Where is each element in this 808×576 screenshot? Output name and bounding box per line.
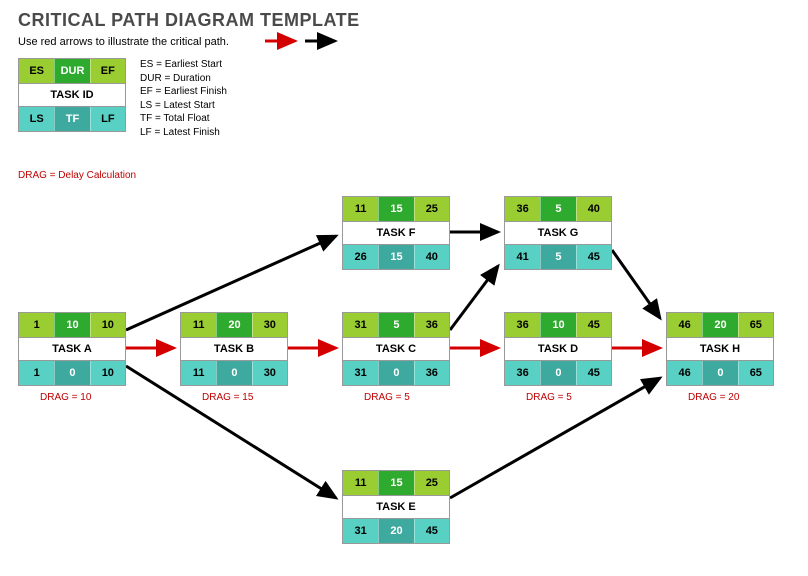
lf-cell: 65 <box>738 361 773 385</box>
tf-cell: 20 <box>378 519 413 543</box>
legend: ES DUR EF TASK ID LS TF LF ES = Earliest… <box>18 58 227 139</box>
dur-cell: 20 <box>702 313 737 337</box>
es-cell: 11 <box>343 197 378 221</box>
drag-definition: DRAG = Delay Calculation <box>18 170 136 181</box>
ef-cell: 10 <box>90 313 125 337</box>
es-cell: 46 <box>667 313 702 337</box>
task-card-b[interactable]: 112030TASK B11030 <box>180 312 288 386</box>
lf-cell: 30 <box>252 361 287 385</box>
task-id: TASK F <box>343 221 449 245</box>
def-dur: DUR = Duration <box>140 72 227 86</box>
ls-cell: 1 <box>19 361 54 385</box>
drag-label-a: DRAG = 10 <box>40 392 91 403</box>
ef-cell: 30 <box>252 313 287 337</box>
es-cell: 36 <box>505 313 540 337</box>
es-cell: 11 <box>343 471 378 495</box>
ls-cell: 11 <box>181 361 216 385</box>
lf-cell: 45 <box>576 245 611 269</box>
lf-cell: 40 <box>414 245 449 269</box>
task-id: TASK C <box>343 337 449 361</box>
def-ls: LS = Latest Start <box>140 99 227 113</box>
def-es: ES = Earliest Start <box>140 58 227 72</box>
task-id: TASK H <box>667 337 773 361</box>
task-id: TASK G <box>505 221 611 245</box>
ef-cell: 25 <box>414 197 449 221</box>
ls-cell: 46 <box>667 361 702 385</box>
legend-es: ES <box>19 59 54 83</box>
task-card-g[interactable]: 36540TASK G41545 <box>504 196 612 270</box>
dur-cell: 10 <box>54 313 89 337</box>
legend-lf: LF <box>90 107 125 131</box>
lf-cell: 10 <box>90 361 125 385</box>
task-card-a[interactable]: 11010TASK A1010 <box>18 312 126 386</box>
es-cell: 31 <box>343 313 378 337</box>
drag-label-c: DRAG = 5 <box>364 392 410 403</box>
task-card-h[interactable]: 462065TASK H46065 <box>666 312 774 386</box>
ls-cell: 36 <box>505 361 540 385</box>
es-cell: 1 <box>19 313 54 337</box>
ls-cell: 26 <box>343 245 378 269</box>
task-card-c[interactable]: 31536TASK C31036 <box>342 312 450 386</box>
legend-taskid: TASK ID <box>19 83 125 107</box>
dur-cell: 20 <box>216 313 251 337</box>
task-id: TASK E <box>343 495 449 519</box>
dur-cell: 5 <box>540 197 575 221</box>
subtitle-text: Use red arrows to illustrate the critica… <box>18 36 229 48</box>
ef-cell: 25 <box>414 471 449 495</box>
arrow-C-G <box>450 266 498 330</box>
tf-cell: 0 <box>540 361 575 385</box>
lf-cell: 36 <box>414 361 449 385</box>
page-title: CRITICAL PATH DIAGRAM TEMPLATE <box>18 10 360 31</box>
ef-cell: 36 <box>414 313 449 337</box>
lf-cell: 45 <box>414 519 449 543</box>
tf-cell: 0 <box>216 361 251 385</box>
legend-task-card: ES DUR EF TASK ID LS TF LF <box>18 58 126 132</box>
dur-cell: 15 <box>378 471 413 495</box>
ef-cell: 65 <box>738 313 773 337</box>
task-card-f[interactable]: 111525TASK F261540 <box>342 196 450 270</box>
arrow-G-H <box>612 250 660 318</box>
task-id: TASK A <box>19 337 125 361</box>
dur-cell: 15 <box>378 197 413 221</box>
def-ef: EF = Earliest Finish <box>140 85 227 99</box>
dur-cell: 5 <box>378 313 413 337</box>
legend-definitions: ES = Earliest Start DUR = Duration EF = … <box>140 58 227 139</box>
def-tf: TF = Total Float <box>140 112 227 126</box>
task-card-d[interactable]: 361045TASK D36045 <box>504 312 612 386</box>
ls-cell: 41 <box>505 245 540 269</box>
drag-label-d: DRAG = 5 <box>526 392 572 403</box>
drag-label-b: DRAG = 15 <box>202 392 253 403</box>
tf-cell: 0 <box>702 361 737 385</box>
tf-cell: 15 <box>378 245 413 269</box>
ls-cell: 31 <box>343 361 378 385</box>
es-cell: 36 <box>505 197 540 221</box>
ef-cell: 40 <box>576 197 611 221</box>
tf-cell: 0 <box>378 361 413 385</box>
legend-ef: EF <box>90 59 125 83</box>
tf-cell: 5 <box>540 245 575 269</box>
lf-cell: 45 <box>576 361 611 385</box>
def-lf: LF = Latest Finish <box>140 126 227 140</box>
legend-tf: TF <box>54 107 89 131</box>
dur-cell: 10 <box>540 313 575 337</box>
drag-label-h: DRAG = 20 <box>688 392 739 403</box>
es-cell: 11 <box>181 313 216 337</box>
ls-cell: 31 <box>343 519 378 543</box>
ef-cell: 45 <box>576 313 611 337</box>
task-card-e[interactable]: 111525TASK E312045 <box>342 470 450 544</box>
legend-dur: DUR <box>54 59 89 83</box>
subtitle-row: Use red arrows to illustrate the critica… <box>18 36 229 48</box>
task-id: TASK D <box>505 337 611 361</box>
tf-cell: 0 <box>54 361 89 385</box>
legend-ls: LS <box>19 107 54 131</box>
task-id: TASK B <box>181 337 287 361</box>
